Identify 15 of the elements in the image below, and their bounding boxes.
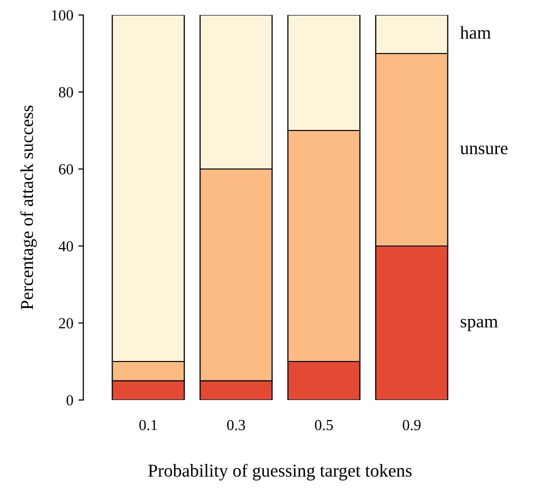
x-tick-label: 0.5 [314, 420, 333, 430]
y-tick-label: 0 [66, 395, 74, 406]
series-label: ham [460, 26, 491, 39]
y-tick-label: 80 [58, 87, 74, 98]
y-axis-title: Percentage of attack success [20, 106, 37, 310]
series-label: spam [460, 318, 498, 332]
x-axis-title: Probability of guessing target tokens [148, 464, 412, 480]
x-tick-label: 0.1 [139, 420, 157, 430]
y-tick-label: 40 [58, 241, 74, 252]
y-tick-label: 60 [58, 164, 74, 174]
x-tick-label: 0.3 [227, 420, 246, 430]
x-tick-label: 0.9 [402, 420, 421, 430]
y-tick-label: 20 [59, 318, 74, 328]
y-tick-label: 100 [52, 10, 74, 20]
series-label: unsure [460, 146, 508, 154]
